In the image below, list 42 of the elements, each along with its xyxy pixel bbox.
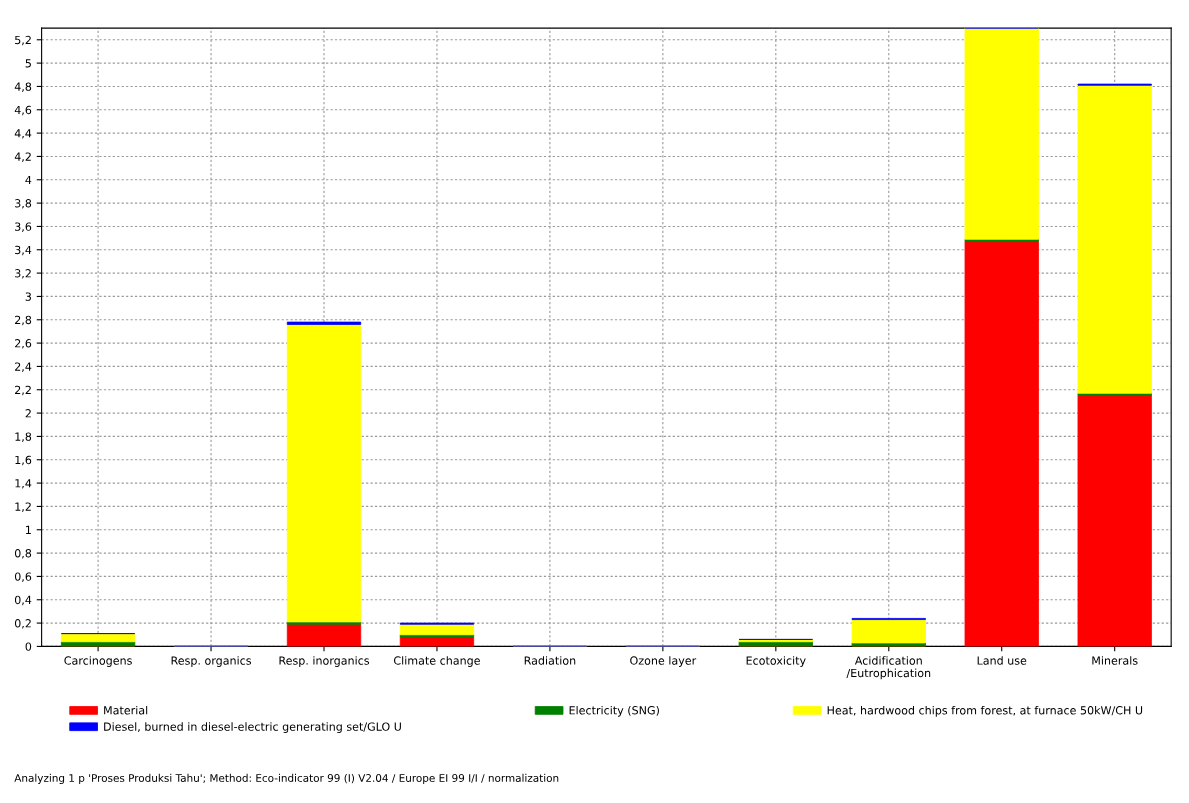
y-tick-label: 1,2 [15, 502, 31, 512]
y-tick-label: 5,2 [15, 35, 31, 46]
legend-label: Material [104, 705, 148, 715]
x-tick-label: Ozone layer [630, 656, 697, 667]
y-tick-label: 0,8 [14, 549, 32, 559]
y-tick-label: 3,2 [15, 269, 31, 279]
x-tick-label: Minerals [1092, 656, 1138, 665]
legend-label: Diesel, burned in diesel-electric generating set/GLO U [104, 722, 401, 733]
text: Analyzing 1 p 'Proses Produksi Tahu'; Method: Eco-indicator 99 (I) V2.04 / Europe EI 99 I/I / normalization [14, 773, 559, 784]
x-tick-label: Radiation [524, 656, 576, 665]
x-tick-label: Acidification /Eutrophication [846, 656, 931, 680]
y-tick-label: 4 [25, 175, 32, 184]
y-tick-label: 2,6 [15, 339, 32, 349]
y-tick-label: 0 [25, 642, 32, 651]
y-tick-label: 2,2 [15, 385, 31, 396]
y-tick-label: 4,2 [14, 152, 31, 162]
x-tick-label: Resp. inorganics [279, 656, 370, 667]
x-tick-label: Ecotoxicity [746, 656, 806, 667]
y-tick-label: 4,4 [14, 129, 32, 139]
y-tick-label: 0,2 [14, 619, 31, 629]
y-tick-label: 5 [25, 59, 31, 68]
y-tick-label: 1,4 [15, 479, 32, 489]
x-tick-label: Carcinogens [64, 656, 132, 667]
y-tick-label: 3,4 [15, 245, 32, 256]
y-tick-label: 2 [25, 409, 31, 418]
y-tick-label: 2,8 [15, 315, 32, 326]
y-tick-label: 0,4 [14, 595, 32, 606]
y-tick-label: 3,8 [15, 199, 32, 209]
y-tick-label: 4,6 [14, 105, 32, 116]
y-tick-label: 4,8 [14, 82, 32, 92]
x-tick-label: Land use [977, 656, 1027, 665]
y-tick-label: 3 [25, 292, 31, 301]
y-tick-label: 3,6 [15, 222, 32, 232]
y-tick-label: 0,6 [14, 572, 32, 582]
y-tick-label: 1,6 [15, 455, 32, 466]
x-tick-label: Climate change [393, 656, 480, 667]
y-tick-label: 2,4 [15, 362, 32, 372]
y-tick-label: 1,8 [15, 432, 32, 442]
x-tick-label: Resp. organics [171, 656, 252, 667]
legend-label: Heat, hardwood chips from forest, at furnace 50kW/CH U [827, 705, 1143, 717]
y-tick-label: 1 [26, 525, 31, 534]
legend-label: Electricity (SNG) [569, 705, 659, 717]
